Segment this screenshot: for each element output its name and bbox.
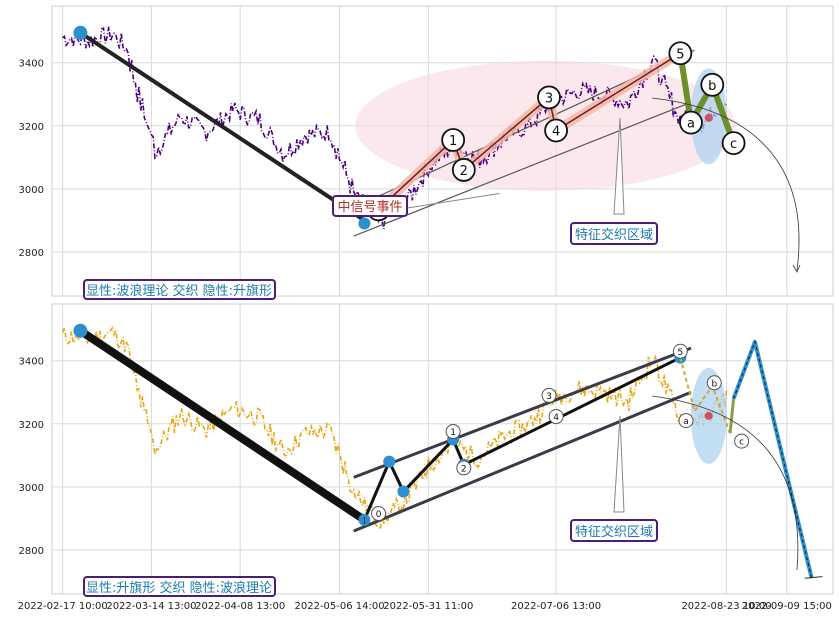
wave-label-2: 2: [461, 464, 467, 474]
wave-label-circle: [445, 424, 461, 440]
wave-label-circle: [668, 41, 693, 66]
region-center-dot: [704, 411, 713, 420]
wave-label-circle: [706, 375, 722, 391]
signal-event-label: 中信号事件: [337, 200, 402, 215]
wave-label-3: 3: [545, 91, 553, 106]
wave-label-circle: [456, 460, 472, 476]
wave-label-circle: [672, 343, 688, 359]
price-series: [61, 324, 728, 532]
wave-label-c: c: [739, 438, 744, 448]
correction-wave: [679, 357, 731, 434]
x-tick-label: 2022-05-31 11:00: [383, 601, 473, 612]
wave-label-2: 2: [460, 164, 468, 179]
wave-label-circle: [441, 128, 466, 152]
wave-label-circle: [544, 118, 568, 143]
projection-arc-head: [792, 264, 801, 273]
wave-label-1: 1: [450, 428, 456, 438]
wave-label-c: c: [730, 137, 737, 152]
legend-box: [83, 279, 276, 300]
price-series: [62, 26, 727, 230]
wave-label-b: b: [711, 379, 717, 389]
y-tick-label: 3400: [19, 59, 44, 70]
wave-label-3: 3: [546, 392, 552, 402]
channel-lower: [353, 103, 688, 237]
y-tick-label: 3200: [19, 122, 44, 133]
x-tick-label: 2022-07-06 13:00: [511, 601, 601, 612]
x-tick-label: 2022-04-08 13:00: [195, 601, 285, 612]
wave-label-circle: [734, 433, 750, 449]
y-tick-label: 3200: [19, 420, 44, 431]
region-label-box: [570, 519, 658, 542]
flag-point-label: l: [363, 517, 366, 527]
x-tick-label: 2022-08-23 10:00: [681, 601, 771, 612]
target-line: [804, 576, 823, 579]
trend-start-point: [73, 25, 88, 40]
wave-label-circle: [679, 110, 703, 135]
projection-start: [728, 398, 736, 434]
x-tick-label: 2022-03-14 13:00: [106, 601, 196, 612]
wave-label-circle: [721, 131, 746, 156]
wave-label-5: 5: [677, 348, 683, 358]
x-tick-label: 2022-05-06 14:00: [294, 601, 384, 612]
wave-label-b: b: [708, 79, 716, 94]
downtrend-line: [79, 31, 366, 223]
region-label: 特征交织区域: [575, 227, 653, 243]
wave-label-1: 1: [449, 134, 457, 149]
wave-label-circle: [371, 506, 387, 522]
flag-point: [383, 455, 396, 468]
signal-event-box: [332, 195, 408, 217]
wave-label-4: 4: [552, 125, 560, 140]
region-center-dot: [704, 113, 713, 122]
flag-point: [358, 513, 371, 526]
wave-label-0: 0: [376, 510, 382, 520]
correction-wave: [677, 52, 737, 145]
y-tick-label: 2800: [19, 248, 44, 259]
region-arrow: [613, 117, 625, 215]
flag-lower-line: [353, 390, 692, 533]
wave-label-circle: [678, 413, 694, 429]
legend-label: 显性:波浪理论 交织 隐性:升旗形: [86, 283, 272, 299]
wave-label-5: 5: [676, 47, 684, 62]
legend-label: 显性:升旗形 交织 隐性:波浪理论: [86, 580, 272, 596]
wave-label-4: 4: [553, 413, 559, 423]
wave-label-circle: [548, 409, 564, 425]
wave-label-circle: [451, 158, 476, 182]
impulse-wave-line: [378, 52, 681, 210]
panel-1: 2800300032003400012345abc中信号事件特征交织区域显性:波…: [19, 5, 834, 300]
x-tick-label: 2022-02-17 10:00: [18, 601, 108, 612]
wave-label-a: a: [683, 417, 689, 427]
y-tick-label: 2800: [19, 546, 44, 557]
flag-path: [363, 356, 682, 521]
y-tick-label: 3000: [19, 185, 44, 196]
x-tick-label: 2022-09-09 15:00: [742, 601, 832, 612]
flagpole-top: [73, 323, 88, 338]
projection-line-dash: [733, 340, 813, 579]
wave-label-circle: [541, 387, 557, 403]
legend-box: [83, 576, 276, 597]
region-label: 特征交织区域: [575, 524, 653, 540]
projection-arc: [651, 395, 799, 571]
wave-label-a: a: [687, 117, 695, 132]
flag-upper-line: [353, 346, 692, 479]
region-label-box: [570, 222, 658, 245]
trend-end-point: [358, 217, 371, 230]
flag-point: [397, 485, 410, 498]
flagpole: [78, 327, 367, 524]
wave-label-circle: [700, 72, 725, 97]
wave-label-circle: [537, 85, 561, 110]
projection-arc: [651, 97, 800, 271]
y-tick-label: 3000: [19, 483, 44, 494]
y-tick-label: 3400: [19, 357, 44, 368]
region-arrow: [613, 415, 625, 513]
